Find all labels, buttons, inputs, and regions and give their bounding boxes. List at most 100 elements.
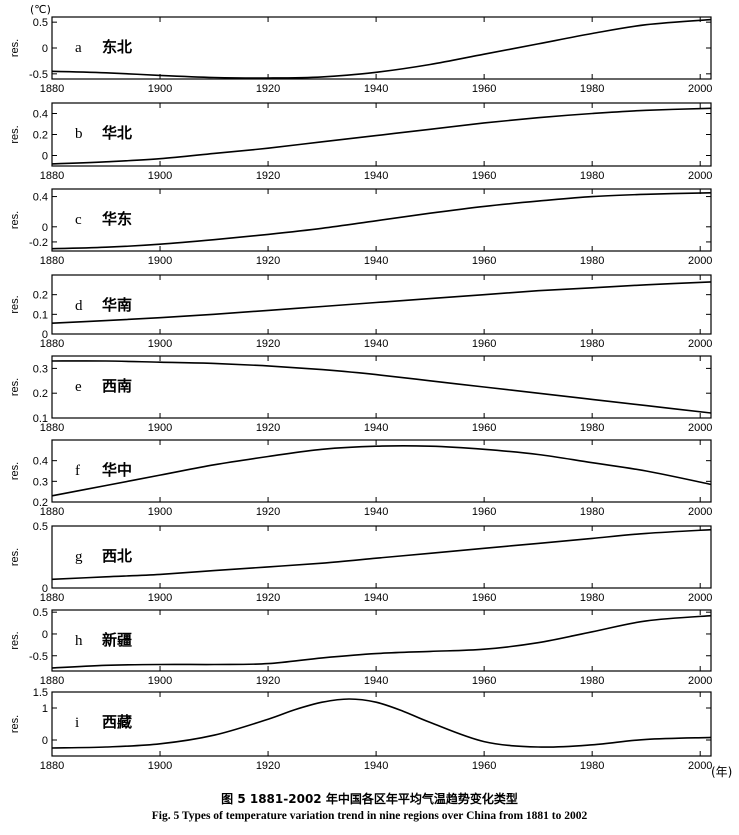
- y-axis-label: res.: [9, 39, 21, 57]
- y-tick-label: 0.3: [33, 363, 48, 375]
- region-name: 华北: [102, 124, 132, 142]
- y-tick-label: 0.5: [33, 17, 48, 29]
- panel-b: 0.4 0.2 0 1880 1900 1920 1940 1960 1980 2000 res. b…: [9, 102, 712, 182]
- y-tick-label: 0.3: [33, 476, 48, 488]
- x-tick-label: 1960: [472, 675, 496, 687]
- x-tick-label: 2000: [688, 506, 712, 518]
- panel-frame: [51, 355, 712, 419]
- panel-frame: [51, 691, 712, 757]
- x-tick-label: 1980: [580, 506, 604, 518]
- x-tick-label: 2000: [688, 338, 712, 350]
- region-name: 华中: [102, 461, 132, 479]
- x-tick-label: 1940: [364, 506, 388, 518]
- y-axis-label: res.: [9, 125, 21, 143]
- x-tick-label: 1940: [364, 255, 388, 267]
- y-tick-label: 0.5: [33, 521, 48, 533]
- trend-line-i: [51, 698, 712, 749]
- region-name: 华东: [102, 210, 132, 228]
- x-tick-label: 1920: [256, 506, 280, 518]
- caption-english: Fig. 5 Types of temperature variation tr…: [151, 810, 588, 822]
- y-tick-label: 0: [42, 222, 48, 234]
- x-tick-label: 1920: [256, 170, 280, 182]
- panel-frame: [51, 16, 712, 80]
- y-axis-label: res.: [9, 548, 21, 566]
- trend-line-c: [51, 192, 712, 250]
- x-tick-label: 1980: [580, 83, 604, 95]
- y-tick-label: -0.2: [29, 237, 48, 249]
- x-tick-label: 1940: [364, 760, 388, 772]
- x-tick-label: 1920: [256, 760, 280, 772]
- y-tick-label: 0: [42, 43, 48, 55]
- x-tick-label: 1880: [40, 422, 64, 434]
- panel-i: 1.5 1 0 1880 1900 1920 1940 1960 1980 2000 res. i 西藏: [9, 687, 712, 772]
- x-tick-label: 1960: [472, 592, 496, 604]
- x-tick-label: 1940: [364, 592, 388, 604]
- x-tick-label: 1960: [472, 170, 496, 182]
- panel-letter: a: [75, 40, 82, 56]
- y-tick-label: 0: [42, 629, 48, 641]
- y-tick-label: 0.2: [33, 290, 48, 302]
- x-tick-label: 1960: [472, 760, 496, 772]
- x-tick-label: 1960: [472, 338, 496, 350]
- panel-a: 0.5 0 -0.5 1880 1900 1920 1940 1960 1980 2000 res.…: [9, 16, 712, 95]
- y-tick-label: 0: [42, 151, 48, 163]
- x-tick-label: 2000: [688, 255, 712, 267]
- x-tick-label: 1880: [40, 255, 64, 267]
- y-tick-label: 0.2: [33, 388, 48, 400]
- x-tick-label: 2000: [688, 422, 712, 434]
- x-tick-label: 1880: [40, 675, 64, 687]
- y-tick-label: 0: [42, 583, 48, 595]
- x-tick-label: 1920: [256, 592, 280, 604]
- x-tick-label: 2000: [688, 760, 712, 772]
- x-tick-label: 1880: [40, 592, 64, 604]
- region-name: 西藏: [102, 713, 132, 731]
- y-tick-label: 1.5: [33, 687, 48, 699]
- x-tick-label: 1900: [148, 338, 172, 350]
- y-tick-label: -0.5: [29, 69, 48, 81]
- panel-frame: [51, 525, 712, 589]
- panel-frame: [51, 439, 712, 503]
- x-tick-label: 2000: [688, 675, 712, 687]
- x-tick-label: 1920: [256, 675, 280, 687]
- x-tick-label: 1980: [580, 592, 604, 604]
- x-tick-label: 1880: [40, 760, 64, 772]
- trend-line-f: [51, 445, 712, 497]
- x-tick-label: 1940: [364, 675, 388, 687]
- panel-letter: i: [75, 715, 79, 731]
- y-tick-label: 0.2: [33, 497, 48, 509]
- panel-c: 0.4 0 -0.2 1880 1900 1920 1940 1960 1980 2000 res.…: [9, 188, 712, 267]
- x-tick-label: 1900: [148, 760, 172, 772]
- x-tick-label: 1920: [256, 255, 280, 267]
- x-tick-label: 1980: [580, 255, 604, 267]
- x-tick-label: 1980: [580, 422, 604, 434]
- x-tick-label: 1900: [148, 422, 172, 434]
- x-tick-label: 1940: [364, 338, 388, 350]
- x-tick-label: 1940: [364, 170, 388, 182]
- x-tick-label: 1960: [472, 506, 496, 518]
- panel-frame: [51, 609, 712, 672]
- panel-letter: b: [75, 126, 83, 142]
- trend-line-d: [51, 281, 712, 324]
- panel-letter: c: [75, 212, 82, 228]
- region-name: 华南: [102, 296, 132, 314]
- x-tick-label: 1900: [148, 170, 172, 182]
- x-tick-label: 1940: [364, 422, 388, 434]
- x-tick-label: 1980: [580, 675, 604, 687]
- caption-chinese: 图 5 1881-2002 年中国各区年平均气温趋势变化类型: [221, 792, 518, 806]
- region-name: 东北: [102, 38, 132, 56]
- y-axis-label: res.: [9, 378, 21, 396]
- y-axis-label: res.: [9, 211, 21, 229]
- x-tick-label: 1880: [40, 506, 64, 518]
- x-tick-label: 1880: [40, 338, 64, 350]
- x-tick-label: 1960: [472, 83, 496, 95]
- x-tick-label: 1940: [364, 83, 388, 95]
- y-axis-label: res.: [9, 295, 21, 313]
- x-tick-label: 1960: [472, 255, 496, 267]
- panel-letter: h: [75, 633, 83, 649]
- y-unit-label: (℃): [30, 3, 51, 16]
- x-tick-label: 1920: [256, 338, 280, 350]
- panel-letter: g: [75, 549, 83, 565]
